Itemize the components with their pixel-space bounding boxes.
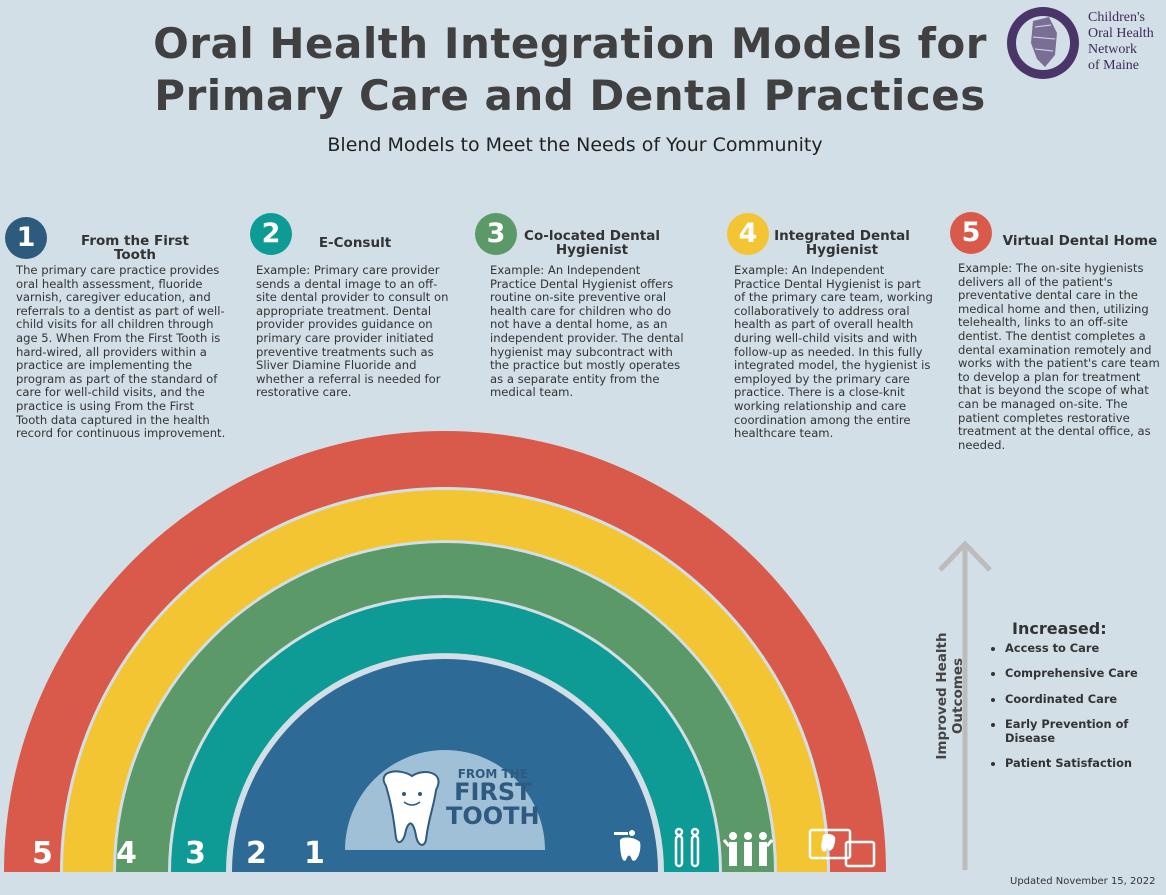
- arc-number-3: 3: [185, 836, 206, 871]
- outcome-item: Patient Satisfaction: [1005, 756, 1166, 770]
- model-5-description: Example: The on-site hygienists delivers…: [958, 261, 1160, 452]
- model-2-description: Example: Primary care provider sends a d…: [256, 263, 449, 400]
- model-4-badge: 4: [727, 213, 769, 255]
- outcomes-arrow-head: [938, 540, 992, 572]
- model-5-badge: 5: [950, 212, 992, 254]
- title-line-2: Primary Care and Dental Practices: [154, 71, 986, 120]
- tooth-care-icon: [614, 830, 641, 861]
- tooth-icon: [382, 770, 440, 846]
- arc-number-1: 1: [304, 836, 325, 871]
- model-3-badge: 3: [475, 213, 517, 255]
- outcomes-list: Access to Care Comprehensive Care Coordi…: [985, 641, 1166, 781]
- network-logo: [1007, 7, 1079, 79]
- logo-line-2: Oral Health: [1088, 26, 1154, 41]
- logo-line-4: of Maine: [1088, 58, 1139, 73]
- model-3-description: Example: An Independent Practice Dental …: [490, 263, 684, 400]
- updated-date: Updated November 15, 2022: [1010, 876, 1156, 887]
- outcomes-heading: Increased:: [1012, 619, 1107, 638]
- outcomes-axis-label: Improved Health Outcomes: [934, 632, 966, 760]
- model-2-title: E-Consult: [318, 235, 392, 251]
- program-logo-line-3: TOOTH: [446, 802, 540, 830]
- program-logo-line-2: FIRST: [454, 778, 532, 806]
- program-logo-line-1: FROM THE: [457, 767, 528, 781]
- title-line-1: Oral Health Integration Models for: [153, 19, 987, 68]
- telehealth-icon: [808, 828, 876, 868]
- outcome-item: Access to Care: [1005, 641, 1166, 655]
- model-1-description: The primary care practice provides oral …: [16, 263, 226, 441]
- model-1-title: From the First Tooth: [81, 233, 189, 263]
- arc-number-5: 5: [32, 836, 53, 871]
- outcome-item: Comprehensive Care: [1005, 666, 1166, 680]
- logo-line-3: Network: [1088, 42, 1137, 57]
- outcome-item: Early Prevention of Disease: [1005, 717, 1166, 745]
- program-logo-text: FROM THE FIRST TOOTH: [446, 768, 540, 828]
- model-3-title: Co-located Dental Hygienist: [524, 228, 660, 258]
- logo-line-1: Children's: [1088, 10, 1145, 25]
- page-title: Oral Health Integration Models for Prima…: [120, 18, 1020, 122]
- arc-number-2: 2: [246, 836, 267, 871]
- page-subtitle: Blend Models to Meet the Needs of Your C…: [327, 134, 823, 156]
- model-4-description: Example: An Independent Practice Dental …: [734, 263, 933, 441]
- logo-text: Children's Oral Health Network of Maine: [1088, 10, 1154, 74]
- model-5-title: Virtual Dental Home: [1002, 233, 1158, 249]
- outcome-item: Coordinated Care: [1005, 692, 1166, 706]
- dental-tools-icon: [674, 827, 700, 868]
- model-2-badge: 2: [250, 213, 292, 255]
- model-1-badge: 1: [5, 217, 47, 259]
- model-4-title: Integrated Dental Hygienist: [774, 228, 910, 258]
- care-team-icon: [722, 832, 774, 866]
- arc-number-4: 4: [116, 836, 137, 871]
